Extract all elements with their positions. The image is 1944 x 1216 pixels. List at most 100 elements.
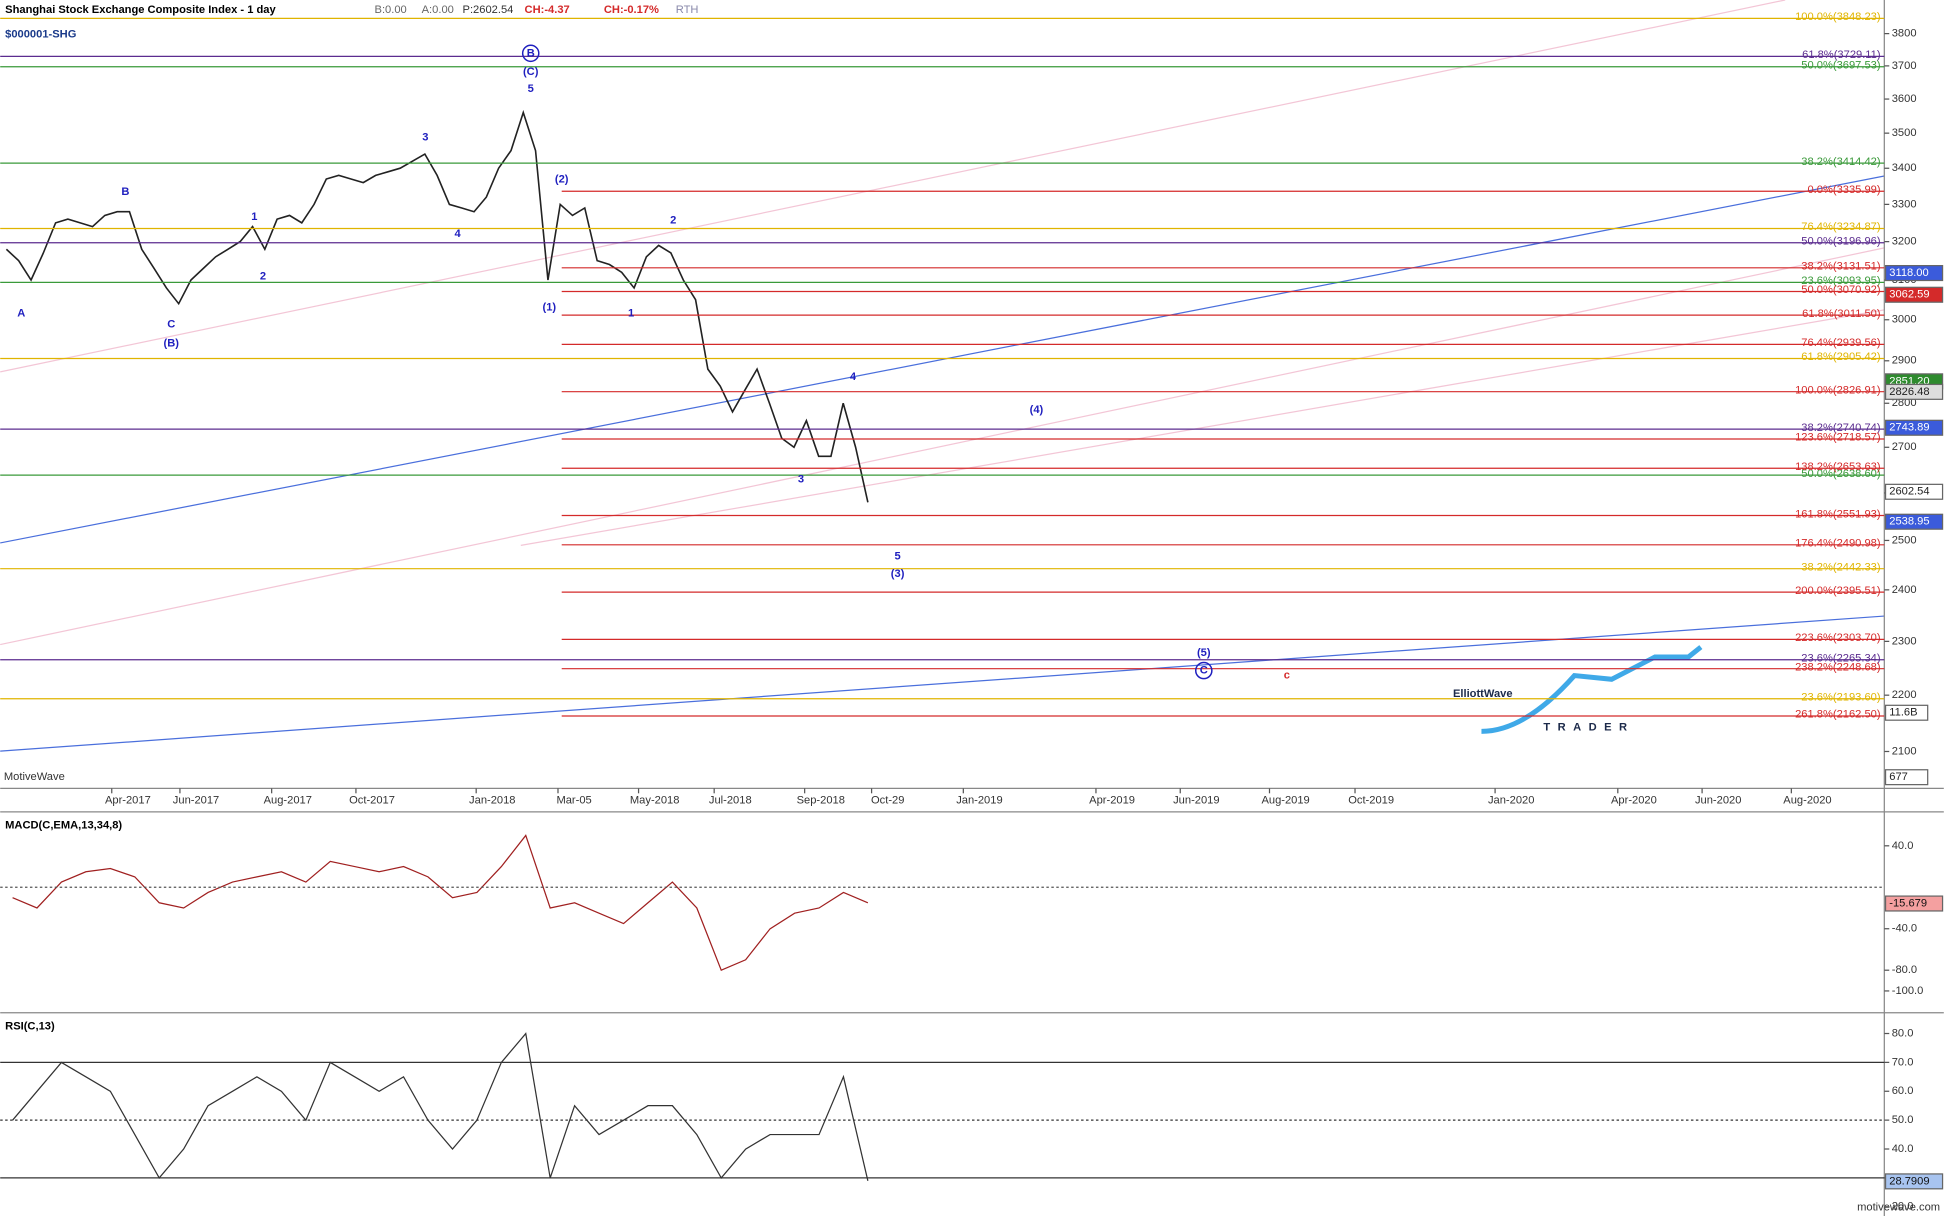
- wave-label: (B): [164, 337, 180, 349]
- last-value-label: 28.7909: [1889, 1175, 1929, 1187]
- fib-label: 138.2%(2653.63): [1795, 461, 1881, 473]
- y-tick-label: 2100: [1892, 745, 1917, 757]
- fib-label: 200.0%(2395.51): [1795, 585, 1881, 597]
- y-tick-label: 3400: [1892, 162, 1917, 174]
- panel-title: RSI(C,13): [5, 1020, 55, 1032]
- trend-line: [0, 175, 1885, 544]
- x-tick-label: Jan-2018: [469, 795, 515, 807]
- channel-line: [0, 247, 1885, 646]
- y-tick-label: 40.0: [1892, 840, 1914, 852]
- fib-label: 50.0%(3070.92): [1801, 284, 1881, 296]
- fib-label: 50.0%(3697.53): [1801, 59, 1881, 71]
- y-tick-label: 3000: [1892, 314, 1917, 326]
- quote-field: A:0.00: [422, 4, 454, 16]
- x-tick-label: Apr-2017: [105, 795, 151, 807]
- price-tag-label: 2743.89: [1889, 422, 1929, 434]
- price-tag: [1884, 383, 1944, 400]
- volume-tag: [1884, 704, 1929, 721]
- y-tick-label: -80.0: [1892, 964, 1917, 976]
- price-tag-label: 2851.20: [1889, 375, 1929, 387]
- y-tick-label: 3300: [1892, 198, 1917, 210]
- y-tick-label: 2500: [1892, 534, 1917, 546]
- price-tag-label: 2826.48: [1889, 386, 1929, 398]
- logo-text: ElliottWave: [1453, 688, 1513, 700]
- price-tag-label: 3118.00: [1889, 267, 1928, 279]
- indicator-line: [12, 834, 869, 972]
- price-tag: [1884, 513, 1944, 530]
- wave-label: 3: [798, 474, 804, 486]
- wave-label: 4: [850, 371, 857, 383]
- wave-label: 3: [422, 132, 428, 144]
- y-tick-label: 3200: [1892, 236, 1917, 248]
- wave-label: c: [1284, 670, 1290, 682]
- price-tag-label: 3062.59: [1889, 289, 1929, 301]
- fib-label: 261.8%(2162.50): [1795, 709, 1881, 721]
- price-tag: [1884, 286, 1944, 303]
- x-tick-label: Sep-2018: [797, 795, 845, 807]
- y-tick-label: 60.0: [1892, 1085, 1914, 1097]
- x-tick-label: Jul-2018: [709, 795, 752, 807]
- wave-label: (5): [1197, 647, 1211, 659]
- fib-label: 38.2%(2740.74): [1801, 422, 1881, 434]
- y-tick-label: 2400: [1892, 584, 1917, 596]
- quote-field: B:0.00: [375, 4, 407, 16]
- wave-label: 1: [251, 211, 257, 223]
- wave-label: (C): [523, 66, 539, 78]
- channel-line: [0, 0, 1786, 373]
- x-tick-label: Jan-2019: [956, 795, 1002, 807]
- price-tag-label: 2538.95: [1889, 516, 1929, 528]
- y-tick-label: 2900: [1892, 355, 1917, 367]
- channel-line: [520, 309, 1885, 547]
- x-tick-label: Apr-2019: [1089, 795, 1135, 807]
- fib-label: 100.0%(3848.23): [1795, 11, 1881, 23]
- quote-field: CH:-0.17%: [604, 4, 659, 16]
- y-tick-label: 50.0: [1892, 1114, 1914, 1126]
- wave-label: (2): [555, 174, 569, 186]
- fib-label: 76.4%(2939.56): [1801, 337, 1881, 349]
- wave-label: 2: [260, 270, 266, 282]
- trend-line: [0, 615, 1885, 752]
- y-tick-label: 70.0: [1892, 1056, 1914, 1068]
- fib-label: 38.2%(3414.42): [1801, 156, 1881, 168]
- fib-label: 238.2%(2248.68): [1795, 661, 1881, 673]
- fib-label: 50.0%(2638.60): [1801, 468, 1881, 480]
- x-tick-label: Aug-2020: [1783, 795, 1831, 807]
- x-tick-label: Mar-05: [556, 795, 591, 807]
- quote-field: P:2602.54: [463, 4, 514, 16]
- wave-label: C: [1200, 665, 1208, 677]
- x-tick-label: Apr-2020: [1611, 795, 1657, 807]
- x-tick-label: May-2018: [630, 795, 680, 807]
- wave-label: 2: [670, 215, 676, 227]
- footer: motivewave.com: [1857, 1201, 1940, 1213]
- price-tag-label: 2602.54: [1889, 486, 1929, 498]
- y-tick-label: 20.0: [1892, 1201, 1914, 1213]
- x-tick-label: Aug-2017: [264, 795, 312, 807]
- x-tick-label: Oct-2017: [349, 795, 395, 807]
- panel-title: MACD(C,EMA,13,34,8): [5, 819, 122, 831]
- volume-label: 11.6B: [1889, 707, 1917, 719]
- x-tick-label: Jun-2019: [1173, 795, 1219, 807]
- wave-label: 5: [895, 551, 901, 563]
- wave-label: C: [167, 319, 175, 331]
- wave-circle: [521, 44, 540, 63]
- y-tick-label: 3500: [1892, 127, 1917, 139]
- fib-label: 100.0%(2826.91): [1795, 384, 1881, 396]
- y-tick-label: 2800: [1892, 397, 1917, 409]
- y-tick-label: 2200: [1892, 689, 1917, 701]
- fib-label: 61.8%(3011.50): [1802, 308, 1881, 320]
- y-tick-label: 80.0: [1892, 1027, 1914, 1039]
- wave-label: B: [121, 186, 129, 198]
- fib-label: 23.6%(2265.34): [1801, 652, 1881, 664]
- y-tick-label: 3600: [1892, 93, 1917, 105]
- x-tick-label: Jun-2020: [1695, 795, 1741, 807]
- y-tick-label: 3700: [1892, 60, 1917, 72]
- wave-label: B: [527, 47, 535, 59]
- fib-label: 50.0%(3196.96): [1801, 235, 1881, 247]
- volume-label: 677: [1889, 771, 1908, 783]
- x-tick-label: Oct-29: [871, 795, 904, 807]
- fib-label: 123.6%(2718.57): [1795, 432, 1881, 444]
- wave-label: (3): [891, 568, 905, 580]
- y-tick-label: 40.0: [1892, 1143, 1914, 1155]
